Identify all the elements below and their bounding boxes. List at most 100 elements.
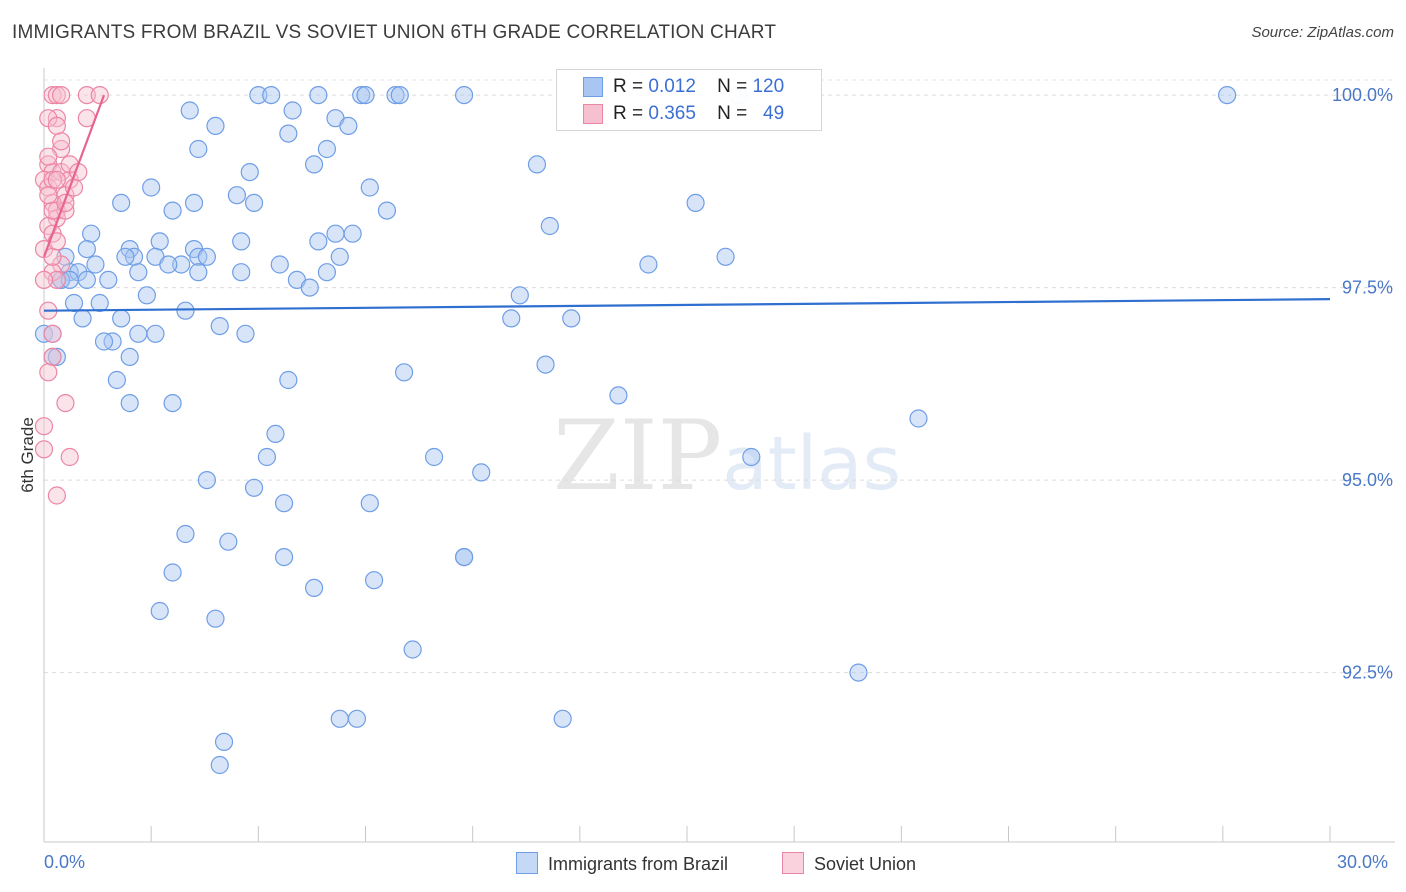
point-brazil xyxy=(562,309,581,328)
point-brazil xyxy=(326,224,345,243)
point-brazil xyxy=(77,240,96,259)
point-brazil xyxy=(150,232,169,251)
point-brazil xyxy=(210,755,229,775)
stats-box: R = 0.012 N = 120 R = 0.365 N = 49 xyxy=(556,69,822,131)
point-brazil xyxy=(536,355,555,374)
point-brazil xyxy=(347,709,367,728)
point-brazil xyxy=(454,85,474,105)
legend: Immigrants from Brazil Soviet Union xyxy=(0,852,1406,878)
stats-r-label: R = xyxy=(613,76,644,97)
point-brazil xyxy=(159,255,178,274)
point-soviet xyxy=(39,147,58,166)
point-soviet xyxy=(34,417,54,436)
y-axis-label: 6th Grade xyxy=(18,417,37,493)
point-brazil xyxy=(150,601,169,621)
point-brazil xyxy=(176,301,195,320)
point-soviet xyxy=(47,486,66,505)
point-brazil xyxy=(227,186,246,205)
point-brazil xyxy=(64,293,84,313)
y-tick-label: 100.0% xyxy=(1332,85,1393,105)
point-brazil xyxy=(386,85,405,105)
point-brazil xyxy=(116,247,135,266)
point-soviet xyxy=(60,447,79,467)
point-soviet xyxy=(47,270,66,289)
stats-r-value: 0.365 xyxy=(648,103,696,124)
stats-n-label: N = xyxy=(717,76,748,97)
point-brazil xyxy=(129,324,148,343)
legend-item-soviet[interactable]: Soviet Union xyxy=(782,852,916,875)
point-brazil xyxy=(120,394,139,413)
point-soviet xyxy=(34,270,54,289)
point-brazil xyxy=(189,139,208,159)
point-brazil xyxy=(206,609,225,628)
point-brazil xyxy=(219,532,238,551)
point-brazil xyxy=(609,386,628,405)
point-brazil xyxy=(129,263,148,282)
legend-label-brazil: Immigrants from Brazil xyxy=(548,854,729,874)
stats-row-brazil: R = 0.012 N = 120 xyxy=(557,74,821,100)
point-brazil xyxy=(249,85,268,105)
legend-item-brazil[interactable]: Immigrants from Brazil xyxy=(516,852,728,875)
point-brazil xyxy=(232,263,251,282)
point-soviet xyxy=(43,347,62,366)
point-brazil xyxy=(206,116,225,136)
point-brazil xyxy=(184,193,204,212)
point-brazil xyxy=(137,286,156,305)
point-soviet xyxy=(52,132,71,151)
point-soviet xyxy=(39,186,58,205)
trend-line-soviet xyxy=(42,94,106,258)
point-brazil xyxy=(849,663,868,682)
point-brazil xyxy=(274,547,294,567)
point-brazil xyxy=(352,85,371,105)
point-brazil xyxy=(77,270,96,289)
point-brazil xyxy=(394,363,414,382)
point-brazil xyxy=(163,563,182,582)
point-brazil xyxy=(1218,85,1237,105)
point-brazil xyxy=(502,309,521,328)
point-brazil xyxy=(317,139,337,159)
point-brazil xyxy=(163,394,182,413)
point-brazil xyxy=(390,85,409,105)
point-brazil xyxy=(909,409,928,428)
point-brazil xyxy=(510,286,529,305)
stats-swatch-brazil xyxy=(583,77,603,97)
point-brazil xyxy=(244,193,264,212)
point-brazil xyxy=(236,324,255,343)
point-brazil xyxy=(343,224,362,243)
trend-line-brazil xyxy=(43,298,1331,312)
point-brazil xyxy=(330,247,349,266)
point-brazil xyxy=(330,709,349,728)
point-soviet xyxy=(90,85,109,105)
point-brazil xyxy=(142,178,161,197)
legend-label-soviet: Soviet Union xyxy=(814,854,917,874)
point-soviet xyxy=(47,232,66,251)
stats-row-soviet: R = 0.365 N = 49 xyxy=(557,101,821,127)
point-brazil xyxy=(454,547,474,567)
watermark: ZIPatlas xyxy=(553,400,901,512)
point-brazil xyxy=(339,116,358,136)
point-soviet xyxy=(47,170,66,189)
stats-r-value: 0.012 xyxy=(648,76,696,97)
stats-n-value: 120 xyxy=(752,76,785,97)
point-soviet xyxy=(52,85,71,105)
point-brazil xyxy=(403,640,422,659)
point-brazil xyxy=(172,255,191,274)
source-label: Source: ZipAtlas.com xyxy=(1251,24,1394,41)
point-soviet xyxy=(56,394,75,413)
point-brazil xyxy=(120,347,139,366)
stats-n-value: 49 xyxy=(763,103,785,124)
watermark-zip: ZIP xyxy=(553,400,723,512)
x-tick-min: 0.0% xyxy=(44,852,86,872)
point-soviet xyxy=(34,440,54,459)
point-brazil xyxy=(197,247,216,266)
point-brazil xyxy=(146,324,165,343)
y-tick-label: 92.5% xyxy=(1342,663,1393,683)
chart-title: IMMIGRANTS FROM BRAZIL VS SOVIET UNION 6… xyxy=(12,22,777,43)
stats-swatch-soviet xyxy=(583,104,603,124)
y-tick-label: 97.5% xyxy=(1342,278,1393,298)
point-brazil xyxy=(639,255,658,274)
point-brazil xyxy=(266,424,285,443)
point-brazil xyxy=(73,309,92,328)
point-brazil xyxy=(540,216,559,236)
